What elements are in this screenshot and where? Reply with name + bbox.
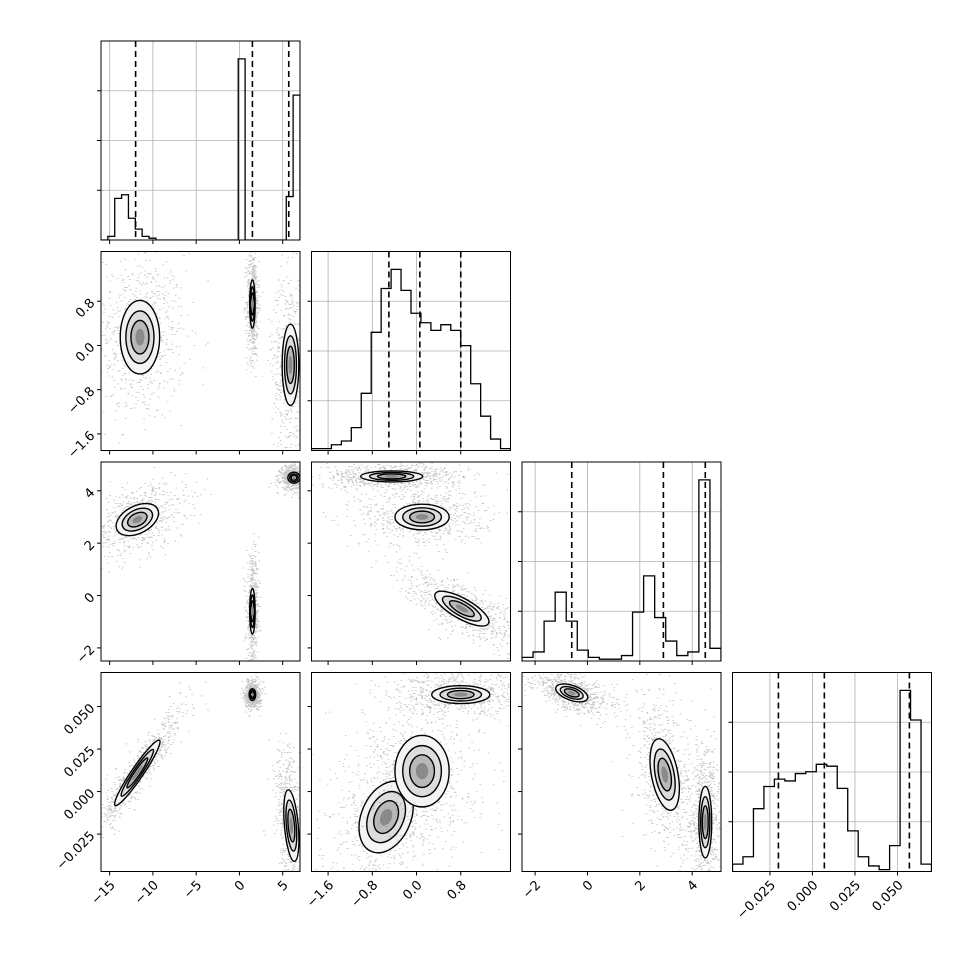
density-contour <box>119 299 161 375</box>
contour-level <box>132 765 143 781</box>
y-tick-label: −0.8 <box>65 384 98 417</box>
density-contour <box>113 739 161 807</box>
panel-3-3 <box>728 672 932 876</box>
density-contour <box>431 684 491 705</box>
y-tick-label: 4 <box>82 485 98 501</box>
contour-level <box>415 514 429 520</box>
axes-frame <box>100 461 301 662</box>
x-tick-label: −2 <box>520 878 544 902</box>
axes-frame <box>100 251 301 451</box>
x-tick-label: −1.6 <box>304 878 337 911</box>
density-contour <box>434 590 490 627</box>
y-tick-label: −2 <box>74 643 98 667</box>
density-contour <box>394 734 450 808</box>
density-contour <box>555 683 589 703</box>
density-contour <box>359 470 424 483</box>
panel-3-2 <box>518 672 722 876</box>
y-tick-label: 0.000 <box>61 786 98 823</box>
axes-frame <box>311 672 511 872</box>
x-tick-label: 0.025 <box>827 878 864 915</box>
histogram <box>311 268 511 451</box>
x-tick-label: 4 <box>685 878 701 894</box>
density-contour <box>115 502 160 537</box>
contour-level <box>289 817 294 834</box>
contour-level <box>288 355 293 375</box>
density-contour <box>287 471 300 484</box>
x-tick-label: 0.0 <box>400 878 425 903</box>
contour-level <box>250 298 254 310</box>
panel-0-0 <box>97 40 301 244</box>
histogram <box>101 58 300 240</box>
x-tick-label: 0.050 <box>870 878 907 915</box>
y-tick-label: 0.8 <box>73 296 98 321</box>
contour-level <box>455 604 469 613</box>
density-contour <box>649 738 681 811</box>
density-contour <box>358 780 414 854</box>
y-tick-label: −0.025 <box>54 829 99 874</box>
contour-level <box>454 692 468 697</box>
contour-level <box>250 606 254 617</box>
x-tick-label: 0 <box>580 878 596 894</box>
axes-frame <box>100 672 301 872</box>
density-contour <box>248 279 256 329</box>
panel-3-1 <box>307 672 511 876</box>
density-contour <box>283 789 300 862</box>
panel-2-2 <box>518 461 722 665</box>
histogram <box>732 689 932 872</box>
density-contour <box>394 503 450 531</box>
axes-frame <box>521 672 722 872</box>
contour-level <box>415 762 429 780</box>
x-tick-label: −15 <box>89 878 119 908</box>
x-tick-label: 0.000 <box>785 878 822 915</box>
density-contour <box>698 785 713 859</box>
density-contour <box>281 323 300 407</box>
x-tick-label: −0.8 <box>348 878 381 911</box>
y-tick-label: 0.050 <box>61 701 98 738</box>
x-tick-label: −10 <box>132 878 162 908</box>
x-tick-label: 0.8 <box>445 878 470 903</box>
x-tick-label: −5 <box>181 878 205 902</box>
panel-2-1 <box>307 461 511 665</box>
contour-level <box>135 328 145 346</box>
density-contour <box>248 587 256 635</box>
y-tick-label: 0.025 <box>61 744 98 781</box>
contour-level <box>250 693 254 697</box>
contour-level <box>379 808 393 826</box>
contour-level <box>703 814 707 831</box>
density-contour <box>248 687 257 702</box>
x-tick-label: 5 <box>275 878 291 894</box>
x-tick-label: 2 <box>632 878 648 894</box>
panel-1-1 <box>307 251 511 455</box>
y-tick-label: −1.6 <box>65 429 98 462</box>
contour-level <box>132 515 143 524</box>
panel-2-0 <box>97 461 301 665</box>
contour-level <box>661 766 669 783</box>
x-tick-label: 0 <box>232 878 248 894</box>
x-tick-label: −0.025 <box>734 878 779 923</box>
contour-level <box>384 474 399 478</box>
panel-3-0 <box>97 672 301 876</box>
y-tick-label: 0.0 <box>73 340 98 365</box>
y-tick-label: 2 <box>82 538 98 554</box>
histogram <box>522 479 721 661</box>
panel-1-0 <box>97 251 301 455</box>
axes-frame <box>311 461 511 662</box>
contour-level <box>292 476 296 480</box>
y-tick-label: 0 <box>82 590 98 606</box>
